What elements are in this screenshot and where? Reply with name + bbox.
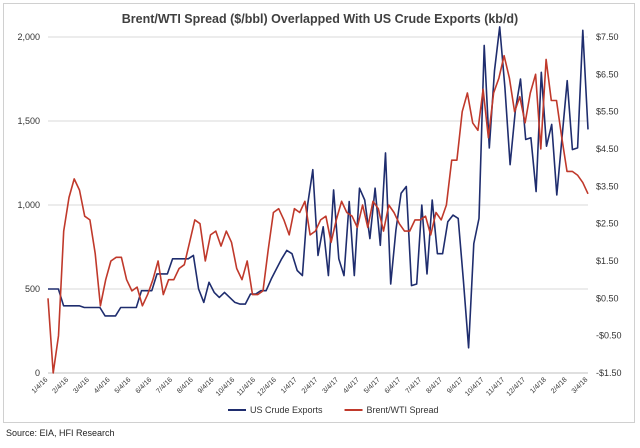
- x-axis-tick-label: 2/4/18: [550, 376, 569, 395]
- x-axis-tick-label: 4/4/16: [93, 376, 112, 395]
- series-lines: [47, 26, 589, 374]
- right-axis-tick-label: $6.50: [596, 69, 619, 79]
- gridlines: [48, 36, 588, 374]
- x-axis-tick-label: 2/4/16: [51, 376, 70, 395]
- right-axis-tick-label: $7.50: [596, 32, 619, 42]
- right-axis-tick-label: $2.50: [596, 219, 619, 229]
- series-line-brent-wti-spread: [47, 54, 589, 374]
- x-axis-ticks: 1/4/16 2/4/16 3/4/16 4/4/16 5/4/16 6/4/16 7/4/…: [31, 376, 590, 398]
- x-axis-tick-label: 5/4/16: [114, 376, 133, 395]
- legend-label: US Crude Exports: [250, 405, 323, 415]
- x-axis-tick-label: 5/4/17: [363, 376, 382, 395]
- x-axis-tick-label: 11/4/17: [485, 376, 506, 397]
- right-axis-tick-label: $1.50: [596, 256, 619, 266]
- right-axis-tick-label: -$0.50: [596, 331, 622, 341]
- legend-label: Brent/WTI Spread: [367, 405, 439, 415]
- left-axis-tick-label: 1,500: [17, 116, 40, 126]
- x-axis-tick-label: 4/4/17: [342, 376, 361, 395]
- right-axis-tick-label: $4.50: [596, 144, 619, 154]
- x-axis-tick-label: 1/4/16: [31, 376, 50, 395]
- x-axis-tick-label: 7/4/16: [155, 376, 174, 395]
- x-axis-tick-label: 3/4/17: [321, 376, 340, 395]
- x-axis-tick-label: 3/4/18: [571, 376, 590, 395]
- x-axis-tick-label: 8/4/17: [425, 376, 444, 395]
- right-axis-ticks: -$1.50 -$0.50 $0.50 $1.50 $2.50 $3.50 $4.50 $5.…: [596, 32, 622, 378]
- right-axis-tick-label: -$1.50: [596, 368, 622, 378]
- x-axis-tick-label: 9/4/17: [446, 376, 465, 395]
- x-axis-tick-label: 6/4/16: [135, 376, 154, 395]
- right-axis-tick-label: $3.50: [596, 181, 619, 191]
- left-axis-tick-label: 2,000: [17, 32, 40, 42]
- left-axis-tick-label: 1,000: [17, 200, 40, 210]
- left-axis-ticks: 0 500 1,000 1,500 2,000: [17, 32, 40, 378]
- x-axis-tick-label: 1/4/18: [529, 376, 548, 395]
- x-axis-tick-label: 3/4/16: [72, 376, 91, 395]
- x-axis-tick-label: 7/4/17: [405, 376, 424, 395]
- right-axis-tick-label: $5.50: [596, 107, 619, 117]
- chart-title: Brent/WTI Spread ($/bbl) Overlapped With…: [121, 12, 519, 26]
- x-axis-tick-label: 12/4/17: [506, 376, 528, 398]
- right-axis-tick-label: $0.50: [596, 293, 619, 303]
- x-axis-tick-label: 10/4/16: [215, 376, 237, 398]
- chart-source: Source: EIA, HFI Research: [6, 428, 115, 438]
- left-axis-tick-label: 0: [35, 368, 40, 378]
- x-axis-tick-label: 12/4/16: [256, 376, 278, 398]
- x-axis-tick-label: 6/4/17: [384, 376, 403, 395]
- series-line-us-crude-exports: [48, 26, 589, 349]
- x-axis-tick-label: 10/4/17: [464, 376, 486, 398]
- x-axis-tick-label: 2/4/17: [301, 376, 320, 395]
- legend: US Crude Exports Brent/WTI Spread: [228, 405, 439, 415]
- left-axis-tick-label: 500: [25, 284, 40, 294]
- x-axis-tick-label: 8/4/16: [176, 376, 195, 395]
- chart-frame: [3, 3, 635, 423]
- x-axis-tick-label: 9/4/16: [197, 376, 216, 395]
- x-axis-tick-label: 11/4/16: [236, 376, 257, 397]
- x-axis-tick-label: 1/4/17: [280, 376, 299, 395]
